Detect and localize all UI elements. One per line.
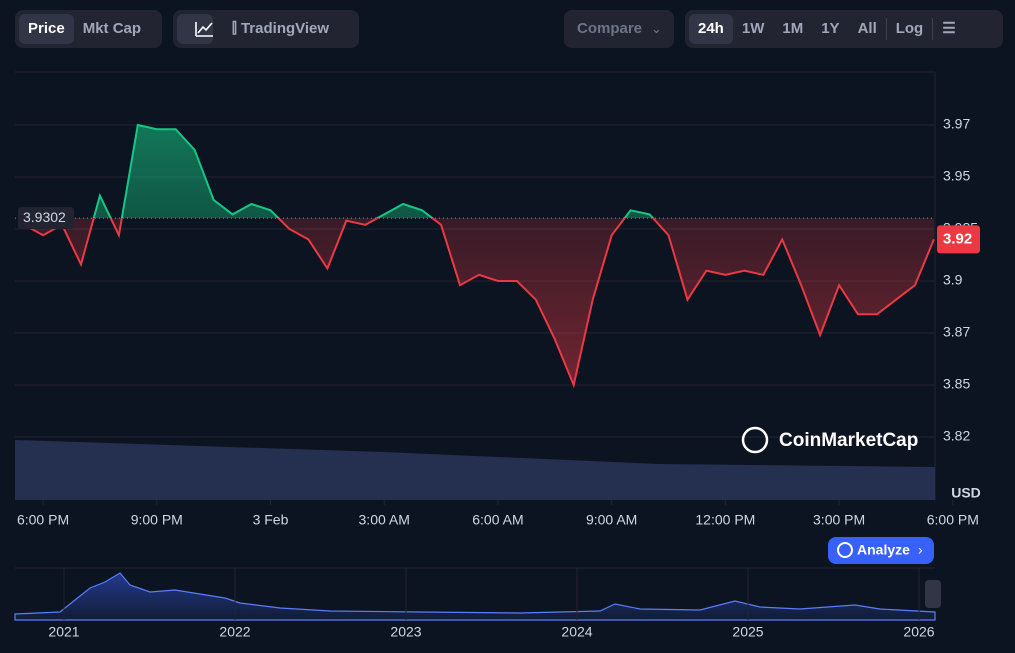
year-label: 2025 — [732, 624, 763, 640]
area-down — [24, 218, 934, 385]
y-tick-label: 3.9 — [943, 272, 963, 288]
range-button[interactable]: 1W — [741, 20, 765, 37]
price-toggle: Price Mkt Cap — [15, 10, 162, 48]
divider — [932, 18, 934, 40]
compare-label: Compare — [577, 20, 643, 37]
x-tick-label: 3:00 PM — [813, 512, 865, 528]
unit-label: USD — [951, 485, 981, 501]
year-label: 2023 — [390, 624, 421, 640]
price-line-down — [23, 218, 935, 389]
year-label: 2026 — [903, 624, 934, 640]
x-tick-label: 6:00 PM — [17, 512, 69, 528]
analyze-bg — [828, 537, 934, 564]
settings-button[interactable]: ☰ — [942, 20, 956, 37]
divider — [885, 18, 887, 40]
analyze-button[interactable]: Analyze › — [828, 537, 934, 564]
year-label: 2022 — [219, 624, 250, 640]
current-label: 3.92 — [943, 230, 972, 247]
navigator: 2021 2022 2023 2024 2025 2026 — [14, 567, 941, 640]
x-tick-label: 9:00 PM — [131, 512, 183, 528]
tradingview-label: TradingView — [240, 20, 330, 37]
range-button[interactable]: All — [857, 20, 877, 37]
tradingview-button[interactable]: ⫿ TradingView — [232, 20, 330, 37]
x-tick-label: 12:00 PM — [695, 512, 755, 528]
view-toggle: ⫿ TradingView — [173, 10, 359, 48]
y-tick-label: 3.82 — [943, 428, 970, 444]
range-button[interactable]: 1M — [782, 20, 804, 37]
x-tick-label: 3:00 AM — [359, 512, 410, 528]
compare-dropdown[interactable]: Compare ⌄ — [564, 10, 674, 48]
price-button[interactable]: Price — [19, 14, 74, 44]
reference-label: 3.9302 — [23, 209, 66, 225]
reference-badge — [18, 207, 74, 230]
watermark: CoinMarketCap — [741, 426, 918, 454]
line-icon — [195, 22, 213, 37]
x-tick-label: 3 Feb — [253, 512, 289, 528]
navigator-handle[interactable] — [925, 580, 941, 608]
watermark-text: CoinMarketCap — [779, 430, 918, 451]
y-tick-label: 3.87 — [943, 324, 970, 340]
price-line-up — [92, 123, 655, 219]
log-button[interactable]: Log — [895, 20, 924, 37]
y-tick-label: 3.95 — [943, 168, 970, 184]
range-toggle: 24h 1W 1M 1Y All Log ☰ — [685, 10, 1003, 48]
line-view-button[interactable] — [177, 14, 213, 44]
current-badge — [937, 225, 980, 254]
y-tick-label: 3.97 — [943, 116, 970, 132]
year-label: 2024 — [561, 624, 592, 640]
x-tick-label: 9:00 AM — [586, 512, 637, 528]
mktcap-button[interactable]: Mkt Cap — [82, 20, 142, 37]
analyze-label: Analyze — [857, 542, 910, 558]
logo — [741, 426, 769, 454]
x-tick-label: 6:00 AM — [472, 512, 523, 528]
year-label: 2021 — [48, 624, 79, 640]
range-button[interactable]: 24h — [689, 14, 733, 44]
analyze-icon — [837, 542, 853, 558]
range-button[interactable]: 1Y — [821, 20, 840, 37]
x-tick-label: 6:00 PM — [927, 512, 979, 528]
navigator-area — [14, 572, 936, 621]
y-tick-label: 3.85 — [943, 376, 970, 392]
analyze-arrow: › — [918, 542, 923, 558]
